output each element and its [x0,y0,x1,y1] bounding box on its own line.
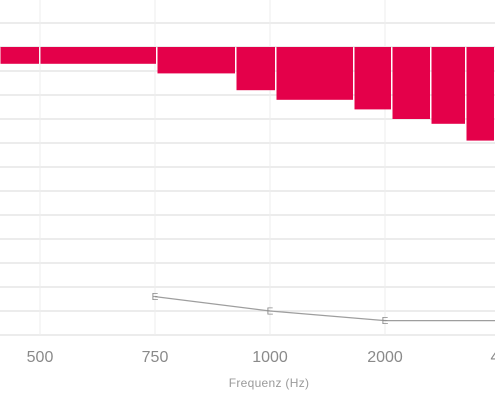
bar [276,47,353,100]
reference-marker: E [382,316,389,327]
bar [431,47,465,124]
bar [0,47,39,64]
bar [40,47,156,64]
bar [354,47,391,110]
x-tick-label: 1000 [252,349,288,366]
reference-line-path [154,296,495,322]
x-axis-title: Frequenz (Hz) [229,376,310,390]
x-tick-label: 4 [491,349,495,366]
bar [392,47,430,119]
reference-marker: E [152,292,159,303]
x-tick-labels: 500 750 1000 2000 4 [27,349,495,366]
x-tick-label: 2000 [367,349,403,366]
reference-marker: E [267,307,274,318]
bar-series [0,47,494,141]
bar [466,47,494,141]
bar [157,47,235,74]
x-tick-label: 500 [27,349,54,366]
x-tick-label: 750 [142,349,169,366]
bar [236,47,275,91]
reference-line: E E E [152,292,495,327]
